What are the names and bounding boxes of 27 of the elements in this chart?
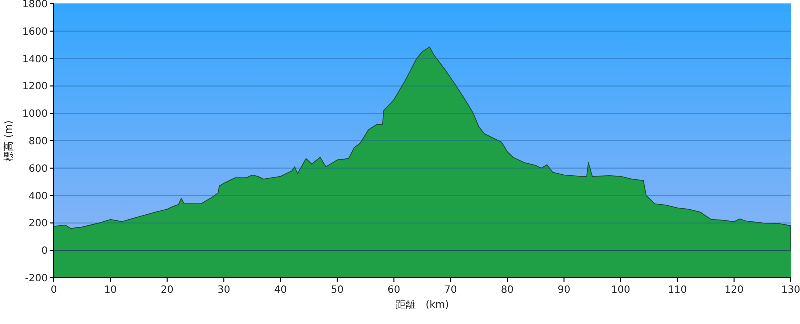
x-tick-label: 70 (444, 285, 458, 296)
x-tick-label: 10 (104, 285, 118, 296)
y-tick-label: 600 (28, 164, 48, 175)
x-tick-label: 30 (218, 285, 230, 296)
x-tick-label: 90 (558, 285, 571, 296)
x-tick-label: 130 (781, 285, 800, 296)
y-tick-label: -200 (25, 274, 48, 284)
x-tick-label: 20 (161, 285, 174, 296)
y-tick-label: 1600 (22, 26, 48, 38)
x-tick-label: 100 (611, 285, 630, 296)
y-tick-label: 1000 (22, 109, 48, 120)
x-tick-label: 80 (501, 285, 514, 296)
y-tick-label: 1800 (22, 0, 48, 10)
x-tick-label: 0 (50, 285, 58, 296)
x-tick-label: 50 (331, 285, 344, 296)
y-tick-label: 800 (28, 136, 48, 148)
y-tick-label: 1200 (22, 82, 48, 93)
y-axis-title: 標高 (m) (3, 120, 15, 162)
y-tick-label: 0 (42, 246, 48, 258)
y-tick-label: 200 (28, 218, 48, 230)
x-tick-label: 110 (668, 285, 688, 296)
x-axis-title: 距離 (km) (396, 299, 450, 311)
y-tick-label: 1400 (22, 54, 48, 66)
y-tick-label: 400 (28, 191, 48, 202)
x-tick-label: 40 (274, 285, 288, 296)
x-tick-label: 120 (724, 285, 744, 296)
x-tick-label: 60 (388, 285, 401, 296)
